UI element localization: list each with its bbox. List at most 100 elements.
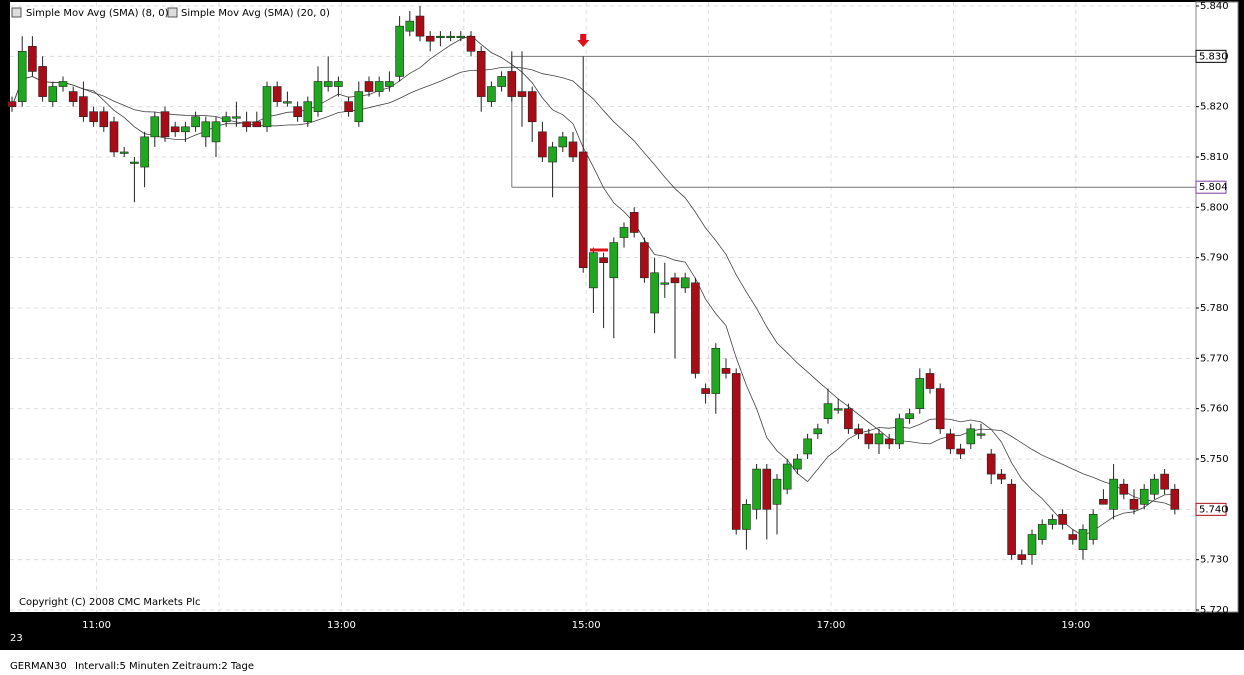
candle-body [823, 403, 833, 420]
candle-body [181, 126, 190, 133]
candle-body [1099, 498, 1108, 505]
candle-body [589, 252, 598, 289]
candle-body [895, 418, 904, 445]
candle-body [466, 35, 476, 52]
candle-body [1150, 478, 1159, 495]
candle-body [1160, 473, 1169, 490]
candle-body [109, 121, 119, 153]
candle-body [1170, 488, 1180, 510]
candle-body [293, 106, 302, 118]
interval: Intervall:5 Minuten [75, 661, 169, 672]
instrument: GERMAN30 [10, 661, 67, 672]
candle-body [344, 101, 353, 112]
candle-body [925, 373, 935, 389]
candle-body [7, 101, 17, 107]
candle-body [670, 277, 680, 284]
candle-body [160, 111, 170, 138]
candle-body [119, 151, 129, 154]
x-tick-label: 15:00 [572, 620, 601, 631]
candle-body [334, 81, 343, 87]
candle-body [915, 378, 925, 409]
candle-body [803, 438, 812, 455]
candle-body [364, 81, 374, 92]
y-tick-label: 5.820 [1200, 102, 1229, 113]
candle-body [201, 121, 211, 138]
candle-body [691, 282, 700, 374]
candle-body [211, 121, 221, 143]
y-tick-label: 5.730 [1200, 555, 1229, 566]
candle-body [323, 81, 333, 87]
candle-body [578, 151, 588, 269]
candle-body [762, 468, 772, 510]
candle-body [997, 473, 1006, 480]
candle-body [976, 433, 986, 436]
level-box [1195, 180, 1227, 194]
candle-body [191, 116, 200, 128]
candle-body [313, 81, 323, 113]
candle-body [1078, 529, 1088, 550]
candle-body [17, 50, 27, 102]
x-tick-label: 11:00 [82, 620, 111, 631]
candle-body [1088, 514, 1098, 540]
candle-body [1027, 534, 1037, 555]
candle-body [935, 388, 945, 430]
candle-body [58, 81, 68, 87]
y-tick-label: 5.720 [1200, 605, 1229, 616]
candle-body [946, 433, 955, 450]
x-tick-label: 19:00 [1061, 620, 1090, 631]
candle-body [354, 91, 364, 123]
candle-body [374, 81, 384, 92]
candle-body [385, 81, 394, 87]
candle-body [813, 428, 823, 435]
candle-body [874, 433, 884, 445]
candle-body [130, 161, 139, 164]
candle-body [405, 20, 415, 32]
candle-body [833, 408, 843, 411]
candle-body [99, 111, 109, 128]
y-tick-label: 5.750 [1200, 454, 1229, 465]
candle-body [527, 91, 537, 123]
candle-body [221, 116, 231, 123]
candle-body [864, 433, 874, 445]
plot-area [10, 2, 1196, 612]
candle-body [252, 121, 262, 128]
candle-body [782, 463, 792, 490]
level-box [1195, 49, 1227, 63]
candle-body [68, 91, 78, 102]
candle-body [497, 76, 506, 87]
candle-body [905, 413, 914, 420]
candle-body [303, 101, 313, 123]
candle-body [538, 131, 547, 158]
candle-body [558, 136, 568, 148]
candles [7, 6, 1180, 565]
candle-body [446, 35, 455, 39]
last-price-label: 5.740 [1199, 504, 1228, 515]
candle-body [1129, 498, 1139, 510]
legend-entry: Simple Mov Avg (SMA) (8, 0) [26, 8, 169, 19]
candle-body [548, 146, 557, 163]
y-tick-label: 5.760 [1200, 404, 1229, 415]
candle-body [1007, 483, 1016, 555]
candle-body [680, 277, 690, 289]
candle-body [752, 468, 761, 510]
candle-body [487, 86, 496, 102]
legend-checkbox[interactable] [167, 7, 178, 18]
candle-body [28, 45, 37, 72]
candle-body [436, 35, 445, 39]
candle-body [38, 66, 47, 97]
candle-body [609, 242, 619, 279]
candle-body [242, 121, 251, 128]
footer-bar [0, 650, 1244, 675]
candle-body [966, 428, 976, 445]
candle-body [395, 25, 404, 77]
candle-body [272, 86, 282, 102]
y-tick-label: 5.800 [1200, 202, 1229, 213]
candle-body [79, 96, 88, 118]
candle-body [793, 458, 802, 470]
candle-body [854, 428, 863, 435]
candle-body [629, 212, 639, 233]
candle-body [476, 50, 486, 97]
candle-body [1017, 554, 1027, 560]
legend-checkbox[interactable] [11, 7, 22, 18]
candle-body [660, 282, 670, 285]
